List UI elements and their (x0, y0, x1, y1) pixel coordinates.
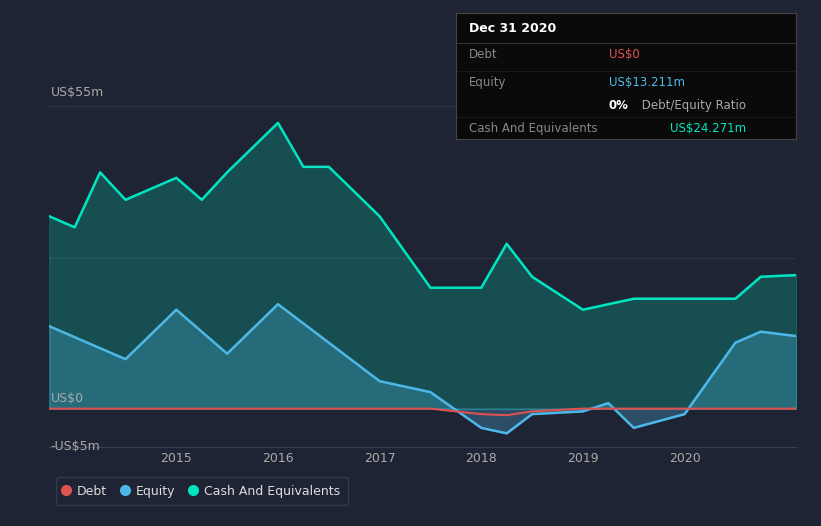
Text: US$13.211m: US$13.211m (609, 76, 685, 89)
Text: Debt/Equity Ratio: Debt/Equity Ratio (638, 99, 746, 112)
Text: Debt: Debt (470, 48, 498, 62)
Text: US$0: US$0 (609, 48, 640, 62)
Text: Equity: Equity (470, 76, 507, 89)
Text: Cash And Equivalents: Cash And Equivalents (470, 122, 598, 135)
Text: 0%: 0% (609, 99, 629, 112)
Text: -US$5m: -US$5m (51, 440, 100, 453)
Legend: Debt, Equity, Cash And Equivalents: Debt, Equity, Cash And Equivalents (56, 477, 347, 505)
Text: Dec 31 2020: Dec 31 2020 (470, 22, 557, 35)
Text: US$55m: US$55m (51, 86, 104, 99)
Text: US$0: US$0 (51, 392, 84, 405)
Text: US$24.271m: US$24.271m (670, 122, 746, 135)
